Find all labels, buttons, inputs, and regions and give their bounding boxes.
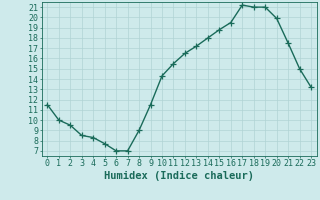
X-axis label: Humidex (Indice chaleur): Humidex (Indice chaleur) (104, 171, 254, 181)
